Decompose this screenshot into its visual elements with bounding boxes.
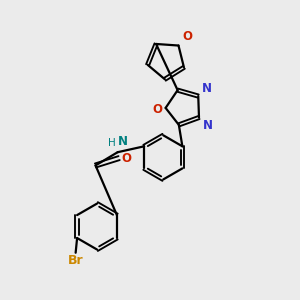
Text: N: N	[202, 82, 212, 94]
Text: Br: Br	[68, 254, 83, 267]
Text: N: N	[118, 135, 128, 148]
Text: O: O	[182, 30, 192, 43]
Text: O: O	[122, 152, 131, 165]
Text: N: N	[202, 119, 212, 132]
Text: O: O	[153, 103, 163, 116]
Text: H: H	[108, 138, 116, 148]
